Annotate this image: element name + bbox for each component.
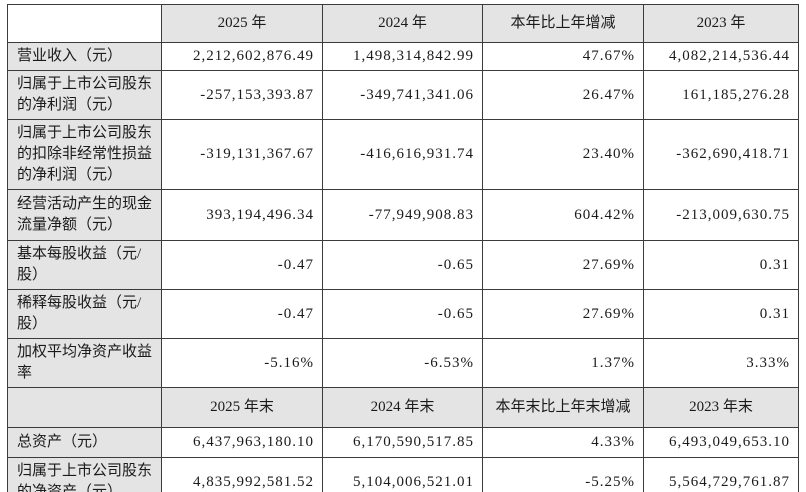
cell-value: 604.42%	[482, 189, 644, 241]
cell-value: 393,194,496.34	[161, 189, 323, 241]
cell-value: 4,082,214,536.44	[643, 42, 799, 71]
row-label: 归属于上市公司股东的净资产（元）	[7, 457, 162, 492]
cell-value: 1.37%	[482, 338, 644, 388]
table-row-basic-eps: 基本每股收益（元/股） -0.47 -0.65 27.69% 0.31	[7, 240, 799, 290]
col-header-year-end-change: 本年末比上年末增减	[482, 387, 644, 428]
cell-value: 161,185,276.28	[643, 70, 799, 120]
corner-cell	[7, 4, 162, 43]
financial-summary-table: 2025 年 2024 年 本年比上年增减 2023 年 营业收入（元） 2,2…	[7, 4, 799, 492]
cell-value: 6,493,049,653.10	[643, 427, 799, 458]
table-row-total-assets: 总资产（元） 6,437,963,180.10 6,170,590,517.85…	[7, 427, 799, 458]
table-row-diluted-eps: 稀释每股收益（元/股） -0.47 -0.65 27.69% 0.31	[7, 289, 799, 339]
cell-value: 2,212,602,876.49	[161, 42, 323, 71]
corner-cell-year-end	[7, 387, 162, 428]
table-row-net-profit-excl-nonrecurring: 归属于上市公司股东的扣除非经常性损益的净利润（元） -319,131,367.6…	[7, 119, 799, 190]
row-label: 经营活动产生的现金流量净额（元）	[7, 189, 162, 241]
cell-value: -349,741,341.06	[322, 70, 483, 120]
cell-value: 0.31	[643, 240, 799, 290]
table-row-operating-cash-flow: 经营活动产生的现金流量净额（元） 393,194,496.34 -77,949,…	[7, 189, 799, 241]
col-header-2024-end: 2024 年末	[322, 387, 483, 428]
row-label: 营业收入（元）	[7, 42, 162, 71]
table-row-revenue: 营业收入（元） 2,212,602,876.49 1,498,314,842.9…	[7, 42, 799, 71]
col-header-2024: 2024 年	[322, 4, 483, 43]
col-header-2023: 2023 年	[643, 4, 799, 43]
cell-value: -6.53%	[322, 338, 483, 388]
cell-value: 5,104,006,521.01	[322, 457, 483, 492]
cell-value: 0.31	[643, 289, 799, 339]
cell-value: 47.67%	[482, 42, 644, 71]
cell-value: 6,170,590,517.85	[322, 427, 483, 458]
cell-value: -0.47	[161, 240, 323, 290]
col-header-2025-end: 2025 年末	[161, 387, 323, 428]
cell-value: -319,131,367.67	[161, 119, 323, 190]
cell-value: -416,616,931.74	[322, 119, 483, 190]
cell-value: 27.69%	[482, 289, 644, 339]
cell-value: 23.40%	[482, 119, 644, 190]
row-label: 稀释每股收益（元/股）	[7, 289, 162, 339]
cell-value: 26.47%	[482, 70, 644, 120]
cell-value: -5.25%	[482, 457, 644, 492]
row-label: 归属于上市公司股东的扣除非经常性损益的净利润（元）	[7, 119, 162, 190]
row-label: 归属于上市公司股东的净利润（元）	[7, 70, 162, 120]
cell-value: 4.33%	[482, 427, 644, 458]
row-label: 加权平均净资产收益率	[7, 338, 162, 388]
table-row-net-assets: 归属于上市公司股东的净资产（元） 4,835,992,581.52 5,104,…	[7, 457, 799, 492]
cell-value: -0.65	[322, 289, 483, 339]
cell-value: -213,009,630.75	[643, 189, 799, 241]
cell-value: -77,949,908.83	[322, 189, 483, 241]
cell-value: -0.65	[322, 240, 483, 290]
cell-value: -362,690,418.71	[643, 119, 799, 190]
cell-value: -257,153,393.87	[161, 70, 323, 120]
cell-value: 3.33%	[643, 338, 799, 388]
header-row-annual: 2025 年 2024 年 本年比上年增减 2023 年	[7, 4, 799, 43]
header-row-year-end: 2025 年末 2024 年末 本年末比上年末增减 2023 年末	[7, 387, 799, 428]
cell-value: 1,498,314,842.99	[322, 42, 483, 71]
cell-value: 27.69%	[482, 240, 644, 290]
cell-value: -5.16%	[161, 338, 323, 388]
table-row-weighted-avg-roe: 加权平均净资产收益率 -5.16% -6.53% 1.37% 3.33%	[7, 338, 799, 388]
row-label: 基本每股收益（元/股）	[7, 240, 162, 290]
cell-value: 6,437,963,180.10	[161, 427, 323, 458]
table-row-net-profit: 归属于上市公司股东的净利润（元） -257,153,393.87 -349,74…	[7, 70, 799, 120]
cell-value: 5,564,729,761.87	[643, 457, 799, 492]
row-label: 总资产（元）	[7, 427, 162, 458]
col-header-2025: 2025 年	[161, 4, 323, 43]
cell-value: -0.47	[161, 289, 323, 339]
cell-value: 4,835,992,581.52	[161, 457, 323, 492]
col-header-2023-end: 2023 年末	[643, 387, 799, 428]
col-header-yoy-change: 本年比上年增减	[482, 4, 644, 43]
